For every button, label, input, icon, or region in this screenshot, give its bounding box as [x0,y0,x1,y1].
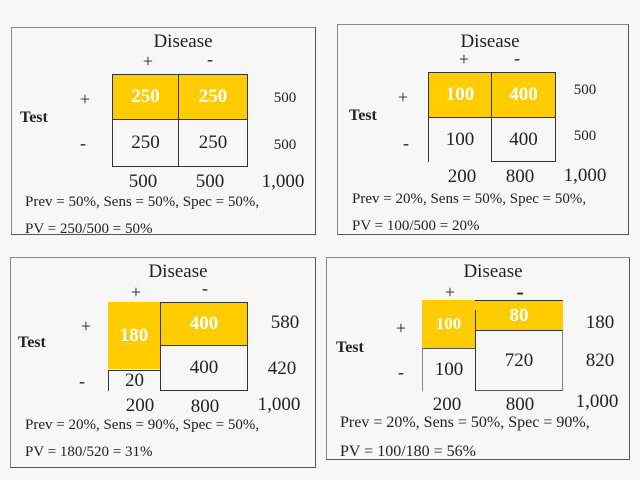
disease-positive-label: + [444,282,456,302]
cell-true-negative: 400 [160,346,248,391]
col-total-negative: 800 [190,396,220,417]
grid-divider [475,310,476,348]
panel-4 [326,257,630,460]
disease-label: Disease [148,261,208,282]
grand-total: 1,000 [575,391,619,412]
panel-2 [337,24,629,235]
pv-line: PV = 100/500 = 20% [352,218,480,234]
col-total-positive: 200 [125,395,155,416]
pv-line: PV = 250/500 = 50% [25,221,153,237]
cell-true-positive: 100 [422,300,475,348]
disease-label: Disease [153,31,213,52]
cell-false-positive: 400 [160,302,248,346]
row-total-positive: 500 [273,90,297,106]
cell-false-negative: 250 [112,120,179,167]
cell-false-positive: 80 [475,300,563,331]
test-positive-label: + [395,318,407,338]
panel-1 [11,27,316,235]
col-total-negative: 500 [195,171,225,192]
grand-total: 1,000 [257,394,301,415]
cell-false-positive: 400 [491,72,556,118]
cell-false-negative: 100 [428,118,491,162]
row-total-positive: 180 [585,312,615,333]
cell-true-positive: 100 [428,72,491,118]
stats-line: Prev = 20%, Sens = 50%, Spec = 50%, [352,191,587,207]
grand-total: 1,000 [261,171,305,192]
test-positive-label: + [80,316,92,336]
stats-line: Prev = 50%, Sens = 50%, Spec = 50%, [25,194,260,210]
test-negative-label: - [79,371,85,391]
test-negative-label: - [403,133,409,153]
col-total-positive: 200 [432,394,462,415]
row-total-positive: 500 [573,82,597,98]
disease-label: Disease [460,31,520,52]
test-label: Test [336,339,364,356]
cell-false-negative: 20 [108,370,160,391]
col-total-positive: 200 [447,166,477,187]
disease-label: Disease [463,261,523,282]
stats-line: Prev = 20%, Sens = 90%, Spec = 50%, [25,417,260,433]
cell-false-negative: 100 [422,348,475,391]
pv-line: PV = 180/520 = 31% [25,444,153,460]
row-total-negative: 420 [267,358,297,379]
grand-total: 1,000 [563,165,607,186]
col-total-negative: 800 [505,394,535,415]
pv-line: PV = 100/180 = 56% [340,443,476,460]
disease-negative-label: - [514,48,520,68]
disease-positive-label: + [458,49,470,69]
stats-line: Prev = 20%, Sens = 50%, Spec = 90%, [340,414,590,431]
test-positive-label: + [79,89,91,109]
panel-3 [10,257,316,468]
cell-true-negative: 250 [179,120,248,167]
test-label: Test [18,334,46,351]
test-positive-label: + [397,87,409,107]
disease-positive-label: + [130,282,142,302]
test-negative-label: - [398,362,404,382]
disease-negative-label: - [207,49,213,69]
row-total-negative: 500 [273,137,297,153]
disease-negative-label: - [516,279,524,304]
row-total-positive: 580 [270,312,300,333]
disease-positive-label: + [142,51,154,71]
test-label: Test [20,109,48,126]
cell-true-positive: 250 [112,74,179,120]
row-total-negative: 500 [573,128,597,144]
cell-false-positive: 250 [179,74,248,120]
test-label: Test [349,107,377,124]
disease-negative-label: - [202,278,208,298]
cell-true-negative: 400 [491,118,556,162]
col-total-negative: 800 [505,166,535,187]
col-total-positive: 500 [128,171,158,192]
row-total-negative: 820 [585,350,615,371]
cell-true-positive: 180 [108,302,160,369]
test-negative-label: - [80,133,86,153]
cell-true-negative: 720 [475,331,563,391]
